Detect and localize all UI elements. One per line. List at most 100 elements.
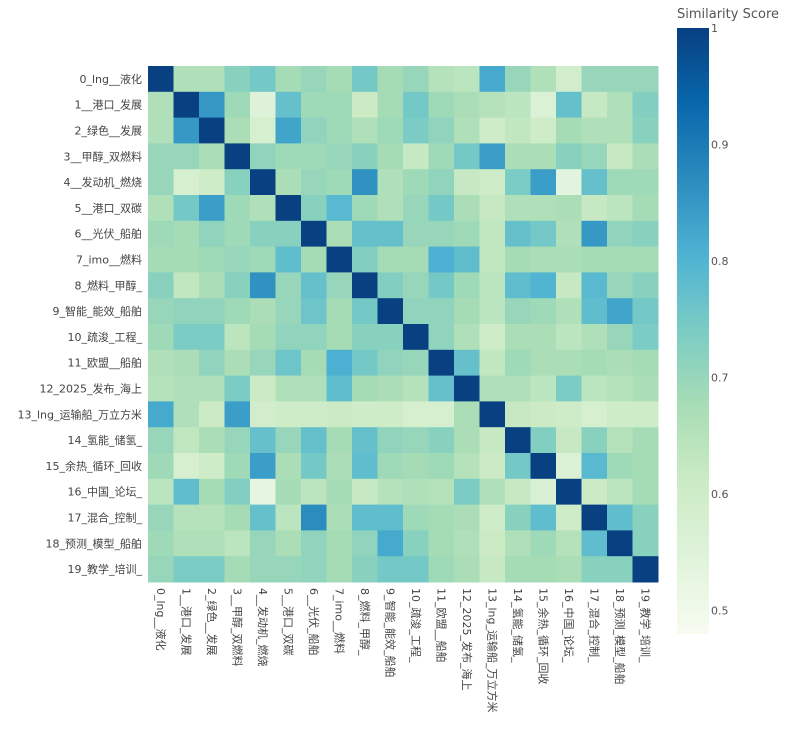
heatmap-cell — [403, 556, 429, 583]
heatmap-cell — [556, 401, 582, 428]
row-label: 7_imo__燃料 — [76, 253, 142, 267]
heatmap-cell — [199, 530, 225, 557]
heatmap-cell — [632, 401, 659, 428]
heatmap-cell — [454, 91, 480, 119]
heatmap-cell — [403, 453, 429, 480]
heatmap-cell — [479, 556, 506, 583]
heatmap-cell — [250, 220, 276, 248]
heatmap-cell — [479, 220, 506, 248]
heatmap-cell — [505, 220, 531, 248]
heatmap-cell — [607, 91, 633, 119]
heatmap-cell — [505, 117, 531, 144]
heatmap-cell — [607, 298, 633, 325]
x-axis-tick-labels: 0_lng__液化 1__港口_发展 2_绿色__发展 3__甲醇_双燃料 4__发动机… — [154, 588, 653, 713]
heatmap-cell — [530, 195, 557, 222]
heatmap-cell — [607, 556, 633, 583]
heatmap-cell — [275, 349, 302, 377]
heatmap-cell — [479, 375, 506, 402]
heatmap-cell — [556, 91, 582, 119]
heatmap-cell — [505, 453, 531, 480]
heatmap-cell — [275, 91, 302, 119]
heatmap-cell — [326, 375, 353, 402]
heatmap-cell — [428, 375, 455, 402]
heatmap-cells — [148, 66, 659, 583]
heatmap-cell — [275, 504, 302, 531]
heatmap-cell — [352, 117, 378, 144]
heatmap-cell — [224, 117, 251, 144]
heatmap-cell — [479, 453, 506, 480]
heatmap-cell — [250, 66, 276, 93]
heatmap-cell — [173, 246, 200, 273]
heatmap-cell — [428, 478, 455, 506]
heatmap-cell — [556, 556, 582, 583]
heatmap-cell — [377, 453, 404, 480]
heatmap-cell — [403, 143, 429, 170]
heatmap-cell — [199, 349, 225, 377]
row-label: 4__发动机_燃烧 — [64, 175, 143, 189]
heatmap-cell — [428, 246, 455, 273]
heatmap-cell — [556, 530, 582, 557]
heatmap-cell — [199, 453, 225, 480]
heatmap-cell — [352, 220, 378, 248]
heatmap-cell — [377, 375, 404, 402]
column-label: 1__港口_发展 — [179, 588, 193, 656]
heatmap-cell — [250, 298, 276, 325]
heatmap-cell — [199, 91, 225, 119]
heatmap-cell — [607, 66, 633, 93]
heatmap-cell — [479, 195, 506, 222]
row-label: 1__港口_发展 — [75, 98, 143, 112]
heatmap-cell — [377, 246, 404, 273]
column-label: 9_智能_能效_船舶 — [383, 588, 397, 678]
heatmap-cell — [352, 375, 378, 402]
heatmap-cell — [479, 504, 506, 531]
heatmap-cell — [301, 478, 327, 506]
heatmap-cell — [352, 556, 378, 583]
heatmap-cell — [556, 375, 582, 402]
colorbar-tick-label: 1 — [711, 22, 718, 35]
heatmap-cell — [224, 66, 251, 93]
heatmap-cell — [352, 401, 378, 428]
heatmap-cell — [352, 453, 378, 480]
heatmap-cell — [250, 349, 276, 377]
heatmap-cell — [505, 91, 531, 119]
column-label: 2_绿色__发展 — [205, 588, 219, 656]
colorbar-tick-labels: 0.5 0.6 0.7 0.8 0.9 1 — [711, 22, 729, 618]
heatmap-cell — [326, 91, 353, 119]
heatmap-cell — [301, 272, 327, 299]
heatmap-cell — [428, 349, 455, 377]
heatmap-cell — [326, 427, 353, 454]
heatmap-cell — [148, 246, 174, 273]
heatmap-cell — [377, 169, 404, 196]
heatmap-cell — [326, 453, 353, 480]
column-label: 15_余热_循环_回收 — [536, 588, 550, 685]
heatmap-cell — [326, 530, 353, 557]
heatmap-cell — [173, 556, 200, 583]
heatmap-cell — [250, 169, 276, 196]
heatmap-cell — [607, 324, 633, 351]
heatmap-cell — [199, 169, 225, 196]
heatmap-cell — [224, 324, 251, 351]
column-label: 10_疏浚_工程_ — [409, 588, 423, 663]
heatmap-cell — [275, 556, 302, 583]
column-label: 17_混合_控制_ — [587, 588, 601, 663]
heatmap-cell — [173, 375, 200, 402]
heatmap-cell — [632, 556, 659, 583]
heatmap-cell — [173, 427, 200, 454]
heatmap-cell — [479, 117, 506, 144]
row-label: 19_教学_培训_ — [68, 562, 143, 576]
heatmap-cell — [148, 453, 174, 480]
heatmap-cell — [632, 324, 659, 351]
heatmap-cell — [148, 556, 174, 583]
heatmap-cell — [352, 66, 378, 93]
heatmap-cell — [530, 504, 557, 531]
heatmap-cell — [301, 453, 327, 480]
heatmap-cell — [454, 478, 480, 506]
heatmap-cell — [581, 349, 608, 377]
heatmap-cell — [632, 298, 659, 325]
heatmap-cell — [148, 401, 174, 428]
heatmap-cell — [326, 143, 353, 170]
heatmap-cell — [250, 504, 276, 531]
heatmap-cell — [352, 246, 378, 273]
heatmap-cell — [581, 478, 608, 506]
heatmap-cell — [632, 66, 659, 93]
